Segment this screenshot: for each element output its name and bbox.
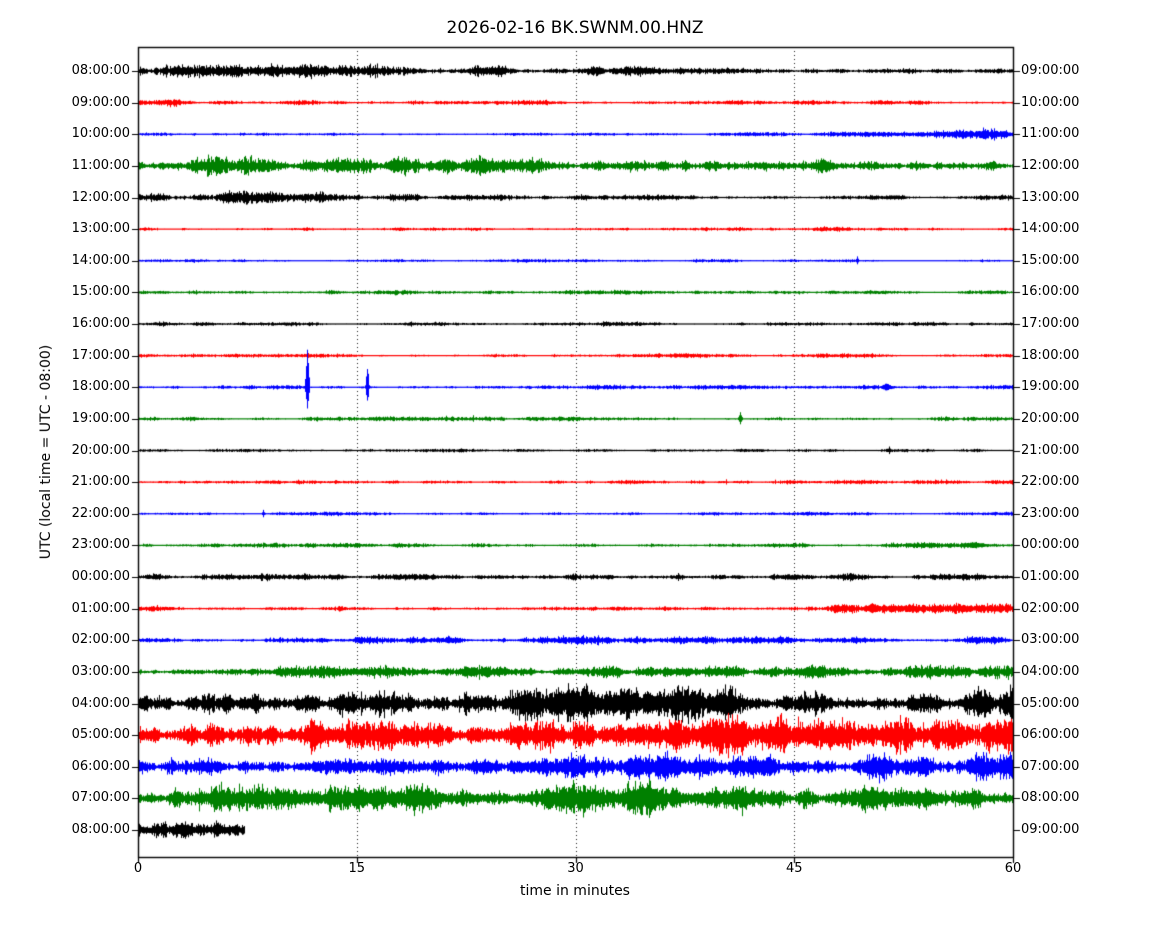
local-time-label: 09:00:00 xyxy=(1021,63,1080,78)
utc-time-label: 05:00:00 xyxy=(71,727,130,743)
utc-time-label: 13:00:00 xyxy=(71,221,130,237)
utc-time-label: 04:00:00 xyxy=(71,695,130,711)
local-time-label: 22:00:00 xyxy=(1021,474,1080,490)
local-time-label: 07:00:00 xyxy=(1021,758,1080,774)
utc-time-label: 02:00:00 xyxy=(71,632,130,648)
local-time-label: 11:00:00 xyxy=(1021,126,1080,142)
utc-time-label: 22:00:00 xyxy=(71,505,130,521)
x-tick-label: 45 xyxy=(785,861,803,876)
utc-time-label: 08:00:00 xyxy=(71,63,130,78)
local-time-label: 01:00:00 xyxy=(1021,569,1080,584)
local-time-label: 05:00:00 xyxy=(1021,695,1080,711)
utc-time-label: 18:00:00 xyxy=(71,379,130,395)
x-tick-label: 15 xyxy=(348,861,366,876)
local-time-label: 09:00:00 xyxy=(1021,822,1080,837)
local-time-label: 12:00:00 xyxy=(1021,157,1080,173)
utc-time-label: 19:00:00 xyxy=(71,410,130,426)
utc-time-label: 11:00:00 xyxy=(71,157,130,173)
chart-title: 2026-02-16 BK.SWNM.00.HNZ xyxy=(446,18,704,38)
x-axis-label: time in minutes xyxy=(520,883,630,899)
utc-time-label: 06:00:00 xyxy=(71,758,130,774)
x-tick-label: 60 xyxy=(1004,861,1022,876)
local-time-label: 18:00:00 xyxy=(1021,347,1080,363)
local-time-label: 14:00:00 xyxy=(1021,221,1080,237)
local-time-label: 20:00:00 xyxy=(1021,410,1080,426)
utc-time-label: 12:00:00 xyxy=(71,189,130,205)
x-tick-label: 30 xyxy=(567,861,584,876)
local-time-label: 02:00:00 xyxy=(1021,600,1080,616)
local-time-label: 04:00:00 xyxy=(1021,663,1080,679)
local-time-label: 21:00:00 xyxy=(1021,442,1080,458)
local-time-label: 16:00:00 xyxy=(1021,284,1080,300)
utc-time-label: 01:00:00 xyxy=(71,600,130,616)
local-time-label: 17:00:00 xyxy=(1021,316,1080,331)
utc-time-label: 20:00:00 xyxy=(71,442,130,458)
utc-time-label: 00:00:00 xyxy=(71,569,130,584)
utc-time-label: 15:00:00 xyxy=(71,284,130,300)
local-time-label: 08:00:00 xyxy=(1021,790,1080,806)
local-time-label: 03:00:00 xyxy=(1021,632,1080,648)
local-time-label: 23:00:00 xyxy=(1021,505,1080,521)
local-time-label: 19:00:00 xyxy=(1021,379,1080,395)
utc-time-label: 07:00:00 xyxy=(71,790,130,806)
utc-time-label: 14:00:00 xyxy=(71,252,130,268)
utc-time-label: 17:00:00 xyxy=(71,347,130,363)
utc-time-label: 09:00:00 xyxy=(71,94,130,110)
utc-time-label: 16:00:00 xyxy=(71,316,130,331)
local-time-label: 13:00:00 xyxy=(1021,189,1080,205)
utc-time-label: 23:00:00 xyxy=(71,537,130,553)
local-time-label: 15:00:00 xyxy=(1021,252,1080,268)
x-tick-label: 0 xyxy=(133,861,143,876)
utc-time-label: 10:00:00 xyxy=(71,126,130,142)
utc-time-label: 21:00:00 xyxy=(71,474,130,490)
local-time-label: 06:00:00 xyxy=(1021,727,1080,743)
utc-time-label: 03:00:00 xyxy=(71,663,130,679)
local-time-label: 10:00:00 xyxy=(1021,94,1080,110)
utc-time-label: 08:00:00 xyxy=(71,822,130,837)
local-time-label: 00:00:00 xyxy=(1021,537,1080,553)
